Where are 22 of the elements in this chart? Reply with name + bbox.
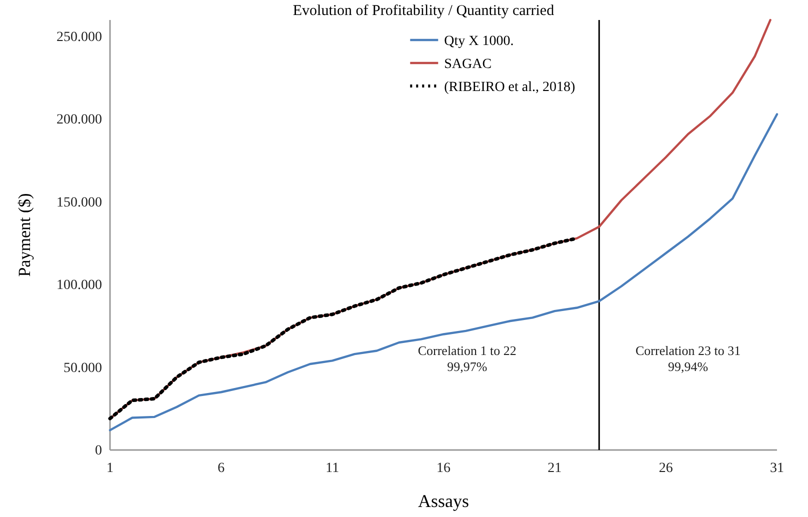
x-tick-label: 11 <box>326 460 340 476</box>
y-tick-label: 50.000 <box>64 360 102 376</box>
y-tick-label: 150.000 <box>56 195 102 210</box>
legend-label: SAGAC <box>444 57 492 72</box>
y-tick-label: 0 <box>95 443 102 458</box>
annotation: Correlation 23 to 31 99,94% <box>636 343 741 374</box>
x-tick-label: 31 <box>770 460 784 476</box>
x-tick-label: 16 <box>436 460 450 476</box>
x-axis-title: Assays <box>418 491 470 511</box>
x-tick-label: 26 <box>658 460 673 476</box>
x-tick-label: 6 <box>218 460 225 476</box>
legend-label: Qty X 1000. <box>444 34 514 49</box>
annotation: Correlation 1 to 22 99,97% <box>418 343 516 374</box>
y-tick-label: 250.000 <box>56 30 102 46</box>
legend-label: (RIBEIRO et al., 2018) <box>444 80 576 95</box>
x-tick-label: 21 <box>548 460 562 476</box>
line-series <box>108 113 778 432</box>
y-tick-label: 200.000 <box>56 112 102 128</box>
y-tick-label: 100.000 <box>56 278 102 294</box>
chart-title: Evolution of Profitability / Quantity carried <box>292 3 555 19</box>
y-axis-title: Payment ($) <box>15 193 34 277</box>
x-tick-label: 1 <box>106 460 114 476</box>
